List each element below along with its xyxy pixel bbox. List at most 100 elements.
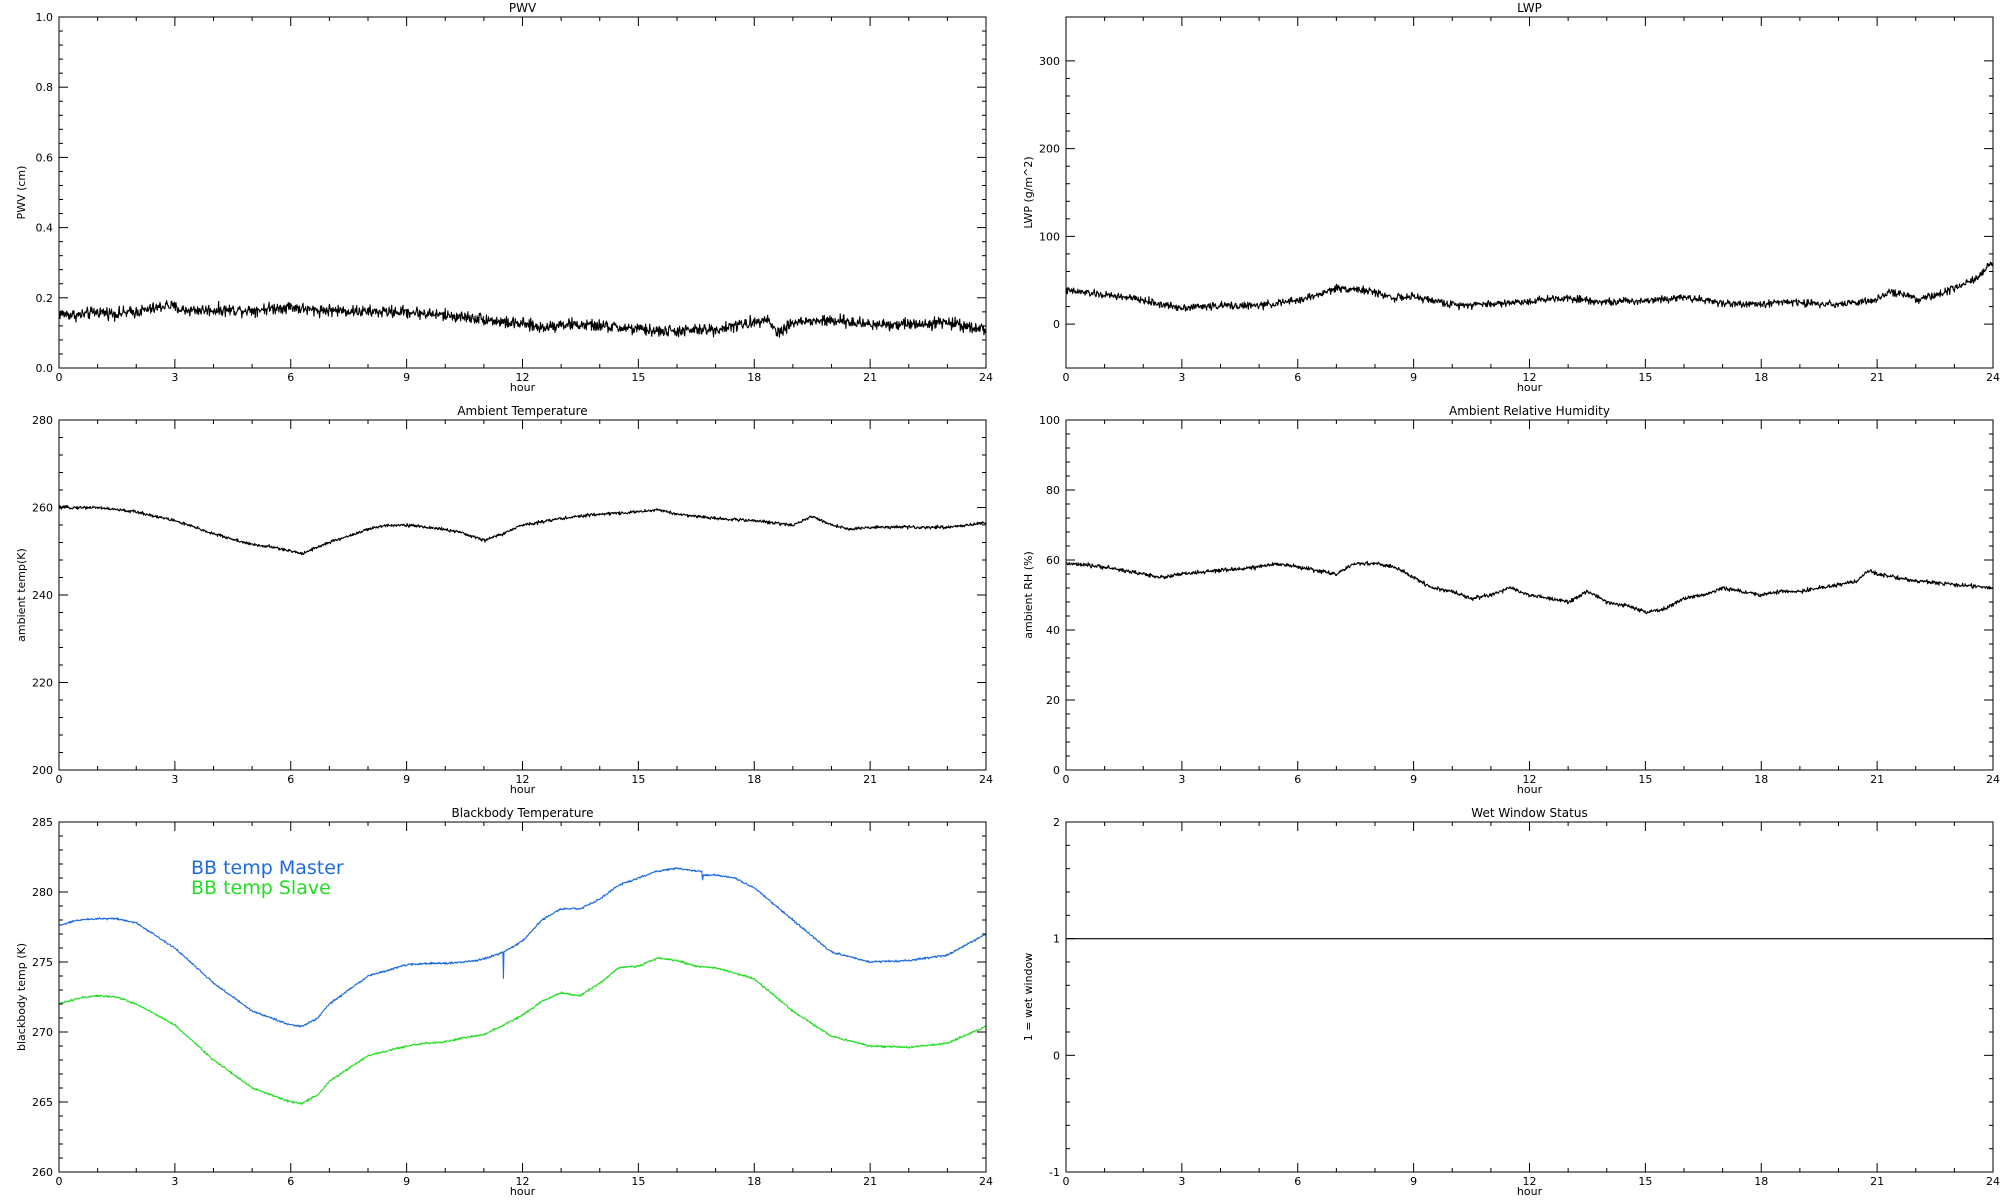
x-tick-label: 6 <box>287 1175 294 1188</box>
y-tick-label: 1.0 <box>36 11 54 24</box>
x-tick-label: 12 <box>516 773 530 786</box>
y-tick-label: 2 <box>1053 816 1060 829</box>
x-axis-label: hour <box>510 1185 536 1198</box>
y-tick-label: 80 <box>1046 484 1060 497</box>
x-tick-label: 18 <box>1754 371 1768 384</box>
y-tick-label: -1 <box>1049 1166 1060 1179</box>
x-tick-label: 24 <box>1986 1175 2000 1188</box>
x-tick-label: 9 <box>1410 371 1417 384</box>
series-line-pwv <box>58 300 987 338</box>
y-tick-label: 60 <box>1046 554 1060 567</box>
y-axis-label: LWP (g/m^2) <box>1022 156 1035 228</box>
x-tick-label: 6 <box>287 371 294 384</box>
y-tick-label: 100 <box>1039 230 1060 243</box>
y-tick-label: 0.8 <box>36 81 54 94</box>
x-axis-label: hour <box>1517 1185 1543 1198</box>
y-axis-label: ambient RH (%) <box>1022 551 1035 639</box>
y-tick-label: 100 <box>1039 414 1060 427</box>
x-tick-label: 15 <box>1638 773 1652 786</box>
y-tick-label: 0 <box>1053 764 1060 777</box>
x-tick-label: 12 <box>516 1175 530 1188</box>
y-tick-label: 280 <box>32 414 53 427</box>
x-tick-label: 18 <box>1754 773 1768 786</box>
plot-frame <box>1065 16 1994 369</box>
y-axis-label: ambient temp(K) <box>15 548 28 642</box>
y-tick-label: 0 <box>1053 318 1060 331</box>
panel-ambient-rh: 0 3 6 9 12 15 18 21 24 0 20 40 60 80 100 Ambient Relati… <box>1022 404 2000 796</box>
x-tick-label: 21 <box>1870 1175 1884 1188</box>
legend-entry: BB temp Master <box>191 857 344 879</box>
x-tick-label: 0 <box>56 371 63 384</box>
x-tick-label: 12 <box>1523 1175 1537 1188</box>
x-tick-label: 18 <box>747 371 761 384</box>
y-tick-label: 1 <box>1053 933 1060 946</box>
x-tick-label: 24 <box>1986 773 2000 786</box>
x-tick-label: 15 <box>631 371 645 384</box>
y-tick-label: 240 <box>32 589 53 602</box>
x-tick-label: 15 <box>631 773 645 786</box>
x-tick-label: 0 <box>1063 371 1070 384</box>
y-tick-label: 20 <box>1046 694 1060 707</box>
y-tick-label: 220 <box>32 677 53 690</box>
x-tick-label: 18 <box>747 1175 761 1188</box>
series-line-lwp <box>1065 261 1994 312</box>
x-tick-label: 18 <box>747 773 761 786</box>
x-tick-label: 0 <box>1063 1175 1070 1188</box>
x-axis-label: hour <box>510 381 536 394</box>
x-tick-label: 6 <box>1294 1175 1301 1188</box>
chart-title: PWV <box>509 1 537 15</box>
series-line-ambient-temp <box>58 504 987 556</box>
x-tick-label: 3 <box>1178 773 1185 786</box>
plot-frame <box>1065 821 1994 1173</box>
x-tick-label: 21 <box>863 1175 877 1188</box>
y-axis-label: PWV (cm) <box>15 166 28 220</box>
y-tick-label: 260 <box>32 502 53 515</box>
x-tick-label: 12 <box>1523 773 1537 786</box>
y-tick-label: 285 <box>32 816 53 829</box>
y-tick-label: 0.6 <box>36 151 54 164</box>
x-axis-label: hour <box>510 783 536 796</box>
y-tick-label: 0.0 <box>36 362 54 375</box>
x-axis-label: hour <box>1517 381 1543 394</box>
chart-title: Ambient Temperature <box>457 404 587 418</box>
x-tick-label: 24 <box>979 371 993 384</box>
x-tick-label: 6 <box>287 773 294 786</box>
x-tick-label: 12 <box>1523 371 1537 384</box>
x-tick-label: 15 <box>1638 371 1652 384</box>
panel-lwp: 0 3 6 9 12 15 18 21 24 0 100 200 300 LWP hour LWP (g/m^… <box>1022 1 2000 394</box>
y-tick-label: 0 <box>1053 1049 1060 1062</box>
x-tick-label: 24 <box>1986 371 2000 384</box>
y-tick-label: 300 <box>1039 55 1060 68</box>
y-tick-label: 200 <box>32 764 53 777</box>
chart-title: Blackbody Temperature <box>452 806 594 820</box>
y-tick-label: 0.4 <box>36 222 54 235</box>
x-tick-label: 15 <box>631 1175 645 1188</box>
series-line-bb-temp-bb-temp-slave <box>58 956 987 1105</box>
series-line-ambient-rh <box>1065 560 1994 615</box>
x-tick-label: 15 <box>1638 1175 1652 1188</box>
y-tick-label: 270 <box>32 1026 53 1039</box>
x-tick-label: 21 <box>863 773 877 786</box>
chart-title: LWP <box>1517 1 1542 15</box>
y-tick-label: 200 <box>1039 143 1060 156</box>
y-tick-label: 260 <box>32 1166 53 1179</box>
panel-bb-temp: 0 3 6 9 12 15 18 21 24 260 265 270 275 280 285 Blackbod… <box>15 806 993 1198</box>
y-tick-label: 0.2 <box>36 292 54 305</box>
x-tick-label: 3 <box>171 773 178 786</box>
y-tick-label: 280 <box>32 886 53 899</box>
chart-title: Wet Window Status <box>1471 806 1587 820</box>
x-tick-label: 18 <box>1754 1175 1768 1188</box>
x-tick-label: 3 <box>1178 1175 1185 1188</box>
x-tick-label: 9 <box>403 371 410 384</box>
x-tick-label: 24 <box>979 1175 993 1188</box>
x-tick-label: 6 <box>1294 773 1301 786</box>
panel-pwv: 0 3 6 9 12 15 18 21 24 0.0 0.2 0.4 0.6 0.8 1.0 PWV hour P… <box>15 1 993 394</box>
panel-ambient-temp: 0 3 6 9 12 15 18 21 24 200 220 240 260 280 Ambient Tem… <box>15 404 993 796</box>
y-tick-label: 40 <box>1046 624 1060 637</box>
x-tick-label: 3 <box>1178 371 1185 384</box>
y-tick-label: 265 <box>32 1096 53 1109</box>
x-tick-label: 0 <box>1063 773 1070 786</box>
x-tick-label: 24 <box>979 773 993 786</box>
